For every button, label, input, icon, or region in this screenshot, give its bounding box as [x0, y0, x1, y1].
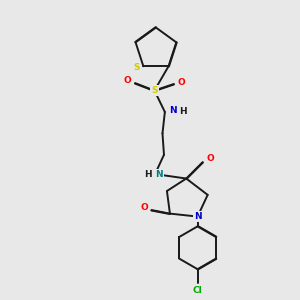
Text: H: H — [179, 107, 187, 116]
Text: N: N — [169, 106, 177, 115]
Text: Cl: Cl — [193, 286, 202, 296]
Text: O: O — [177, 78, 185, 87]
Text: O: O — [140, 203, 148, 212]
Text: N: N — [155, 170, 162, 179]
Text: N: N — [194, 212, 202, 221]
Text: H: H — [144, 169, 152, 178]
Text: S: S — [134, 63, 140, 72]
Text: O: O — [124, 76, 132, 85]
Text: S: S — [151, 86, 158, 95]
Text: O: O — [206, 154, 214, 163]
